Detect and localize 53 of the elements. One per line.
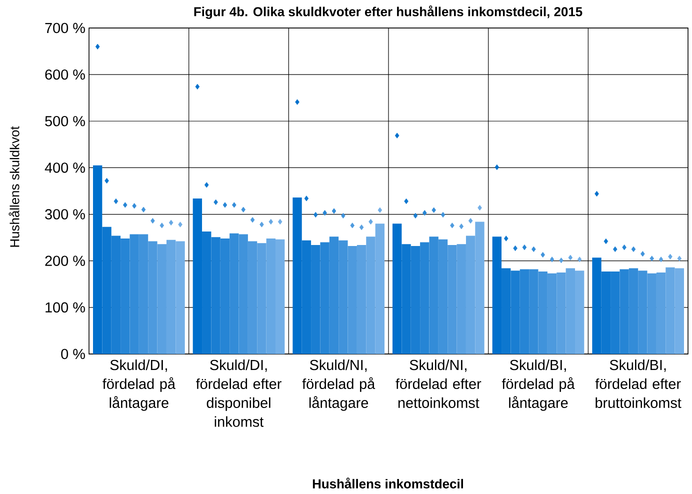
bar — [138, 234, 148, 354]
y-axis-title: Hushållens skuldkvot — [8, 126, 20, 247]
bar — [302, 240, 312, 354]
x-tick-label: Skuld/BI, fördelad på låntagare — [502, 360, 575, 411]
y-tick-label: 300 % — [45, 209, 85, 220]
bar — [502, 268, 511, 354]
bar — [375, 224, 385, 354]
bar — [102, 226, 112, 354]
y-tick-label: 200 % — [45, 256, 85, 266]
bar — [348, 246, 357, 354]
bar — [647, 273, 656, 354]
bar — [248, 241, 258, 354]
y-tick-label: 700 % — [45, 22, 85, 34]
bar — [492, 236, 502, 354]
bar — [674, 268, 684, 354]
bar — [538, 272, 548, 354]
bar — [148, 241, 158, 354]
bar — [475, 222, 484, 354]
x-tick-label: Skuld/BI, fördelad efter bruttoinkomst — [595, 360, 682, 408]
y-tick-label: 600 % — [45, 69, 85, 80]
bar — [192, 198, 202, 354]
bar — [329, 236, 339, 354]
bar — [338, 240, 348, 354]
bar — [130, 234, 139, 354]
bar — [601, 272, 611, 354]
bar — [238, 234, 248, 354]
x-tick-label: Skuld/DI, fördelad på låntagare — [102, 360, 176, 411]
bar — [547, 273, 557, 354]
bar — [202, 232, 212, 354]
bar — [448, 245, 457, 354]
bar — [529, 269, 538, 354]
x-axis-title: Hushållens inkomstdecil — [312, 478, 464, 488]
chart-title: Figur 4b. Olika skuldkvoter efter hushållens inkomstdecil, 2015 — [194, 6, 582, 19]
bar — [392, 224, 402, 354]
x-tick-label: Skuld/DI, fördelad efter disponibel inkomst — [196, 360, 282, 427]
y-tick-label: 500 % — [45, 116, 85, 126]
y-tick-label: 400 % — [44, 162, 85, 173]
bar — [176, 241, 185, 354]
bar — [230, 233, 239, 354]
bar — [575, 270, 584, 354]
bar — [292, 198, 302, 354]
bar — [438, 239, 448, 354]
bar — [638, 270, 648, 354]
bar — [628, 268, 638, 354]
bar — [429, 236, 438, 354]
bar — [276, 239, 285, 354]
y-tick-label: 0 % — [61, 348, 85, 360]
x-tick-label: Skuld/NI, fördelad efter nettoinkomst — [396, 360, 482, 408]
bar — [592, 258, 602, 354]
bar — [402, 244, 411, 354]
y-tick-label: 100 % — [46, 302, 85, 313]
x-tick-label: Skuld/NI, fördelad på låntagare — [302, 360, 376, 411]
bar — [93, 165, 102, 354]
